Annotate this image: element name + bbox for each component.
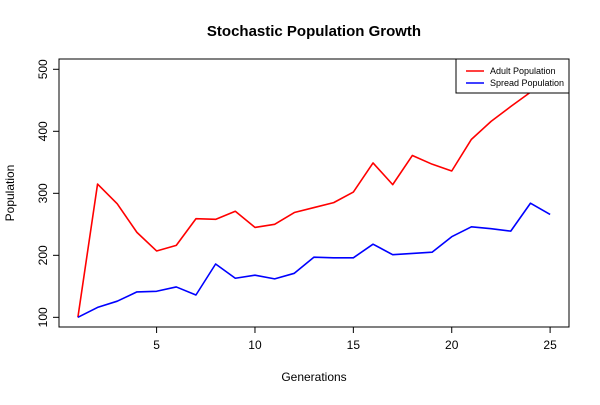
y-tick-label-400: 400 [36, 121, 50, 141]
legend-box [455, 58, 570, 94]
x-tick-label-15: 15 [347, 338, 361, 352]
x-tick-label-20: 20 [445, 338, 459, 352]
chart-title: Stochastic Population Growth [207, 23, 421, 40]
series-line-adult-population [77, 68, 551, 318]
plot-frame [58, 58, 570, 328]
y-tick-label-100: 100 [36, 307, 50, 327]
x-axis-label: Generations [281, 370, 346, 384]
legend: Adult Population Spread Population [455, 58, 570, 94]
x-axis: 5 10 15 20 25 [153, 327, 557, 352]
y-axis: 100 200 300 400 500 [36, 59, 59, 327]
x-tick-label-10: 10 [248, 338, 262, 352]
series-layer [77, 68, 551, 319]
x-tick-label-25: 25 [543, 338, 557, 352]
y-tick-label-300: 300 [36, 183, 50, 203]
series-line-spread-population [77, 202, 551, 319]
y-axis-label: Population [3, 165, 17, 222]
x-tick-label-5: 5 [153, 338, 160, 352]
y-tick-label-500: 500 [36, 59, 50, 79]
y-tick-label-200: 200 [36, 245, 50, 265]
legend-label-adult: Adult Population [490, 66, 556, 76]
legend-label-spread: Spread Population [490, 78, 564, 88]
